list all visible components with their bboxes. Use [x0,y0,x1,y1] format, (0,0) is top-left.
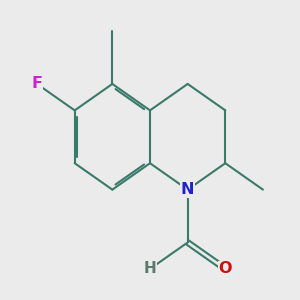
Text: H: H [144,261,156,276]
Text: O: O [218,261,232,276]
Text: F: F [32,76,43,92]
Text: N: N [181,182,194,197]
